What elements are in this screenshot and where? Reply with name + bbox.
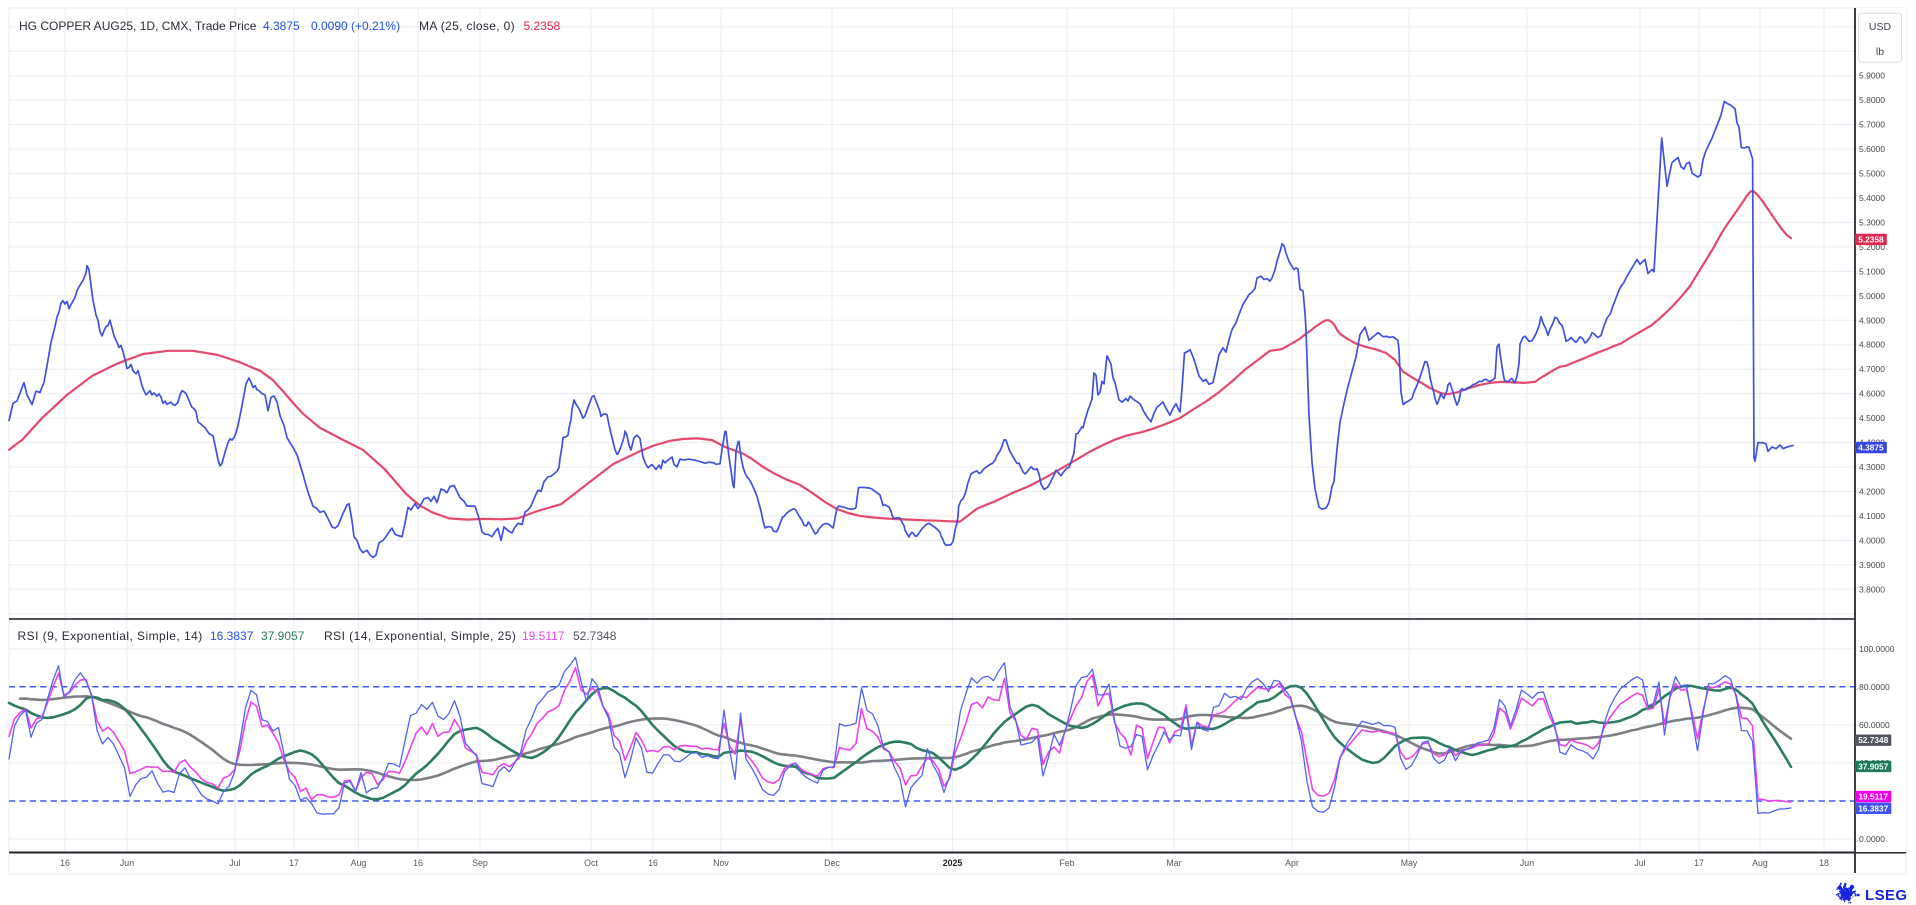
svg-text:Jun: Jun [120,858,134,868]
svg-text:3.9000: 3.9000 [1859,560,1885,570]
svg-text:MA (25, close, 0): MA (25, close, 0) [419,19,515,33]
svg-text:5.6000: 5.6000 [1859,144,1885,154]
svg-text:HG COPPER AUG25, 1D, CMX, Trad: HG COPPER AUG25, 1D, CMX, Trade Price [19,19,257,33]
svg-text:18: 18 [1819,858,1829,868]
svg-text:Feb: Feb [1059,858,1074,868]
svg-text:5.8000: 5.8000 [1859,95,1885,105]
svg-text:17: 17 [289,858,299,868]
svg-text:Nov: Nov [713,858,729,868]
svg-text:60.0000: 60.0000 [1859,720,1890,730]
svg-text:4.8000: 4.8000 [1859,340,1885,350]
svg-text:0.0090 (+0.21%): 0.0090 (+0.21%) [311,19,400,33]
svg-text:Jul: Jul [1634,858,1645,868]
svg-text:5.2358: 5.2358 [524,19,561,33]
svg-text:Jul: Jul [229,858,240,868]
svg-text:16: 16 [60,858,70,868]
svg-text:37.9057: 37.9057 [1858,761,1888,771]
svg-text:4.3000: 4.3000 [1859,462,1885,472]
svg-text:RSI (9, Exponential, Simple, 1: RSI (9, Exponential, Simple, 14) [18,629,203,643]
svg-text:LSEG: LSEG [1865,887,1907,904]
svg-text:19.5117: 19.5117 [1858,792,1888,802]
svg-text:17: 17 [1694,858,1704,868]
svg-text:Aug: Aug [1752,858,1768,868]
svg-text:USD: USD [1869,21,1892,33]
svg-text:4.3875: 4.3875 [263,19,300,33]
svg-text:37.9057: 37.9057 [261,629,305,643]
svg-text:19.5117: 19.5117 [522,629,565,643]
svg-text:RSI (14, Exponential, Simple,: RSI (14, Exponential, Simple, 25) [324,629,516,643]
svg-text:5.2000: 5.2000 [1859,242,1885,252]
svg-text:5.5000: 5.5000 [1859,169,1885,179]
svg-text:Apr: Apr [1285,858,1299,868]
svg-text:5.4000: 5.4000 [1859,193,1885,203]
svg-text:0.0000: 0.0000 [1859,834,1885,844]
svg-text:3.8000: 3.8000 [1859,584,1885,594]
svg-text:4.2000: 4.2000 [1859,487,1885,497]
svg-text:Oct: Oct [584,858,598,868]
svg-text:52.7348: 52.7348 [1858,735,1888,745]
svg-text:16: 16 [648,858,658,868]
svg-text:4.6000: 4.6000 [1859,389,1885,399]
svg-text:Jun: Jun [1520,858,1534,868]
svg-text:100.0000: 100.0000 [1859,644,1895,654]
svg-text:16: 16 [413,858,423,868]
svg-text:4.9000: 4.9000 [1859,315,1885,325]
svg-text:4.0000: 4.0000 [1859,535,1885,545]
svg-text:5.1000: 5.1000 [1859,266,1885,276]
svg-text:Sep: Sep [472,858,488,868]
svg-text:52.7348: 52.7348 [573,629,617,643]
svg-text:16.3837: 16.3837 [1858,803,1888,813]
svg-text:4.5000: 4.5000 [1859,413,1885,423]
svg-text:4.7000: 4.7000 [1859,364,1885,374]
svg-text:5.0000: 5.0000 [1859,291,1885,301]
svg-text:5.9000: 5.9000 [1859,71,1885,81]
svg-text:16.3837: 16.3837 [210,629,254,643]
svg-text:4.1000: 4.1000 [1859,511,1885,521]
svg-text:Aug: Aug [351,858,367,868]
svg-text:4.3875: 4.3875 [1858,443,1884,453]
svg-text:2025: 2025 [943,858,963,868]
svg-text:5.2358: 5.2358 [1858,234,1884,244]
svg-text:80.0000: 80.0000 [1859,682,1890,692]
svg-text:May: May [1401,858,1418,868]
svg-text:lb: lb [1876,46,1884,58]
svg-text:Dec: Dec [824,858,840,868]
svg-text:5.3000: 5.3000 [1859,217,1885,227]
svg-text:5.7000: 5.7000 [1859,120,1885,130]
svg-text:Mar: Mar [1166,858,1181,868]
